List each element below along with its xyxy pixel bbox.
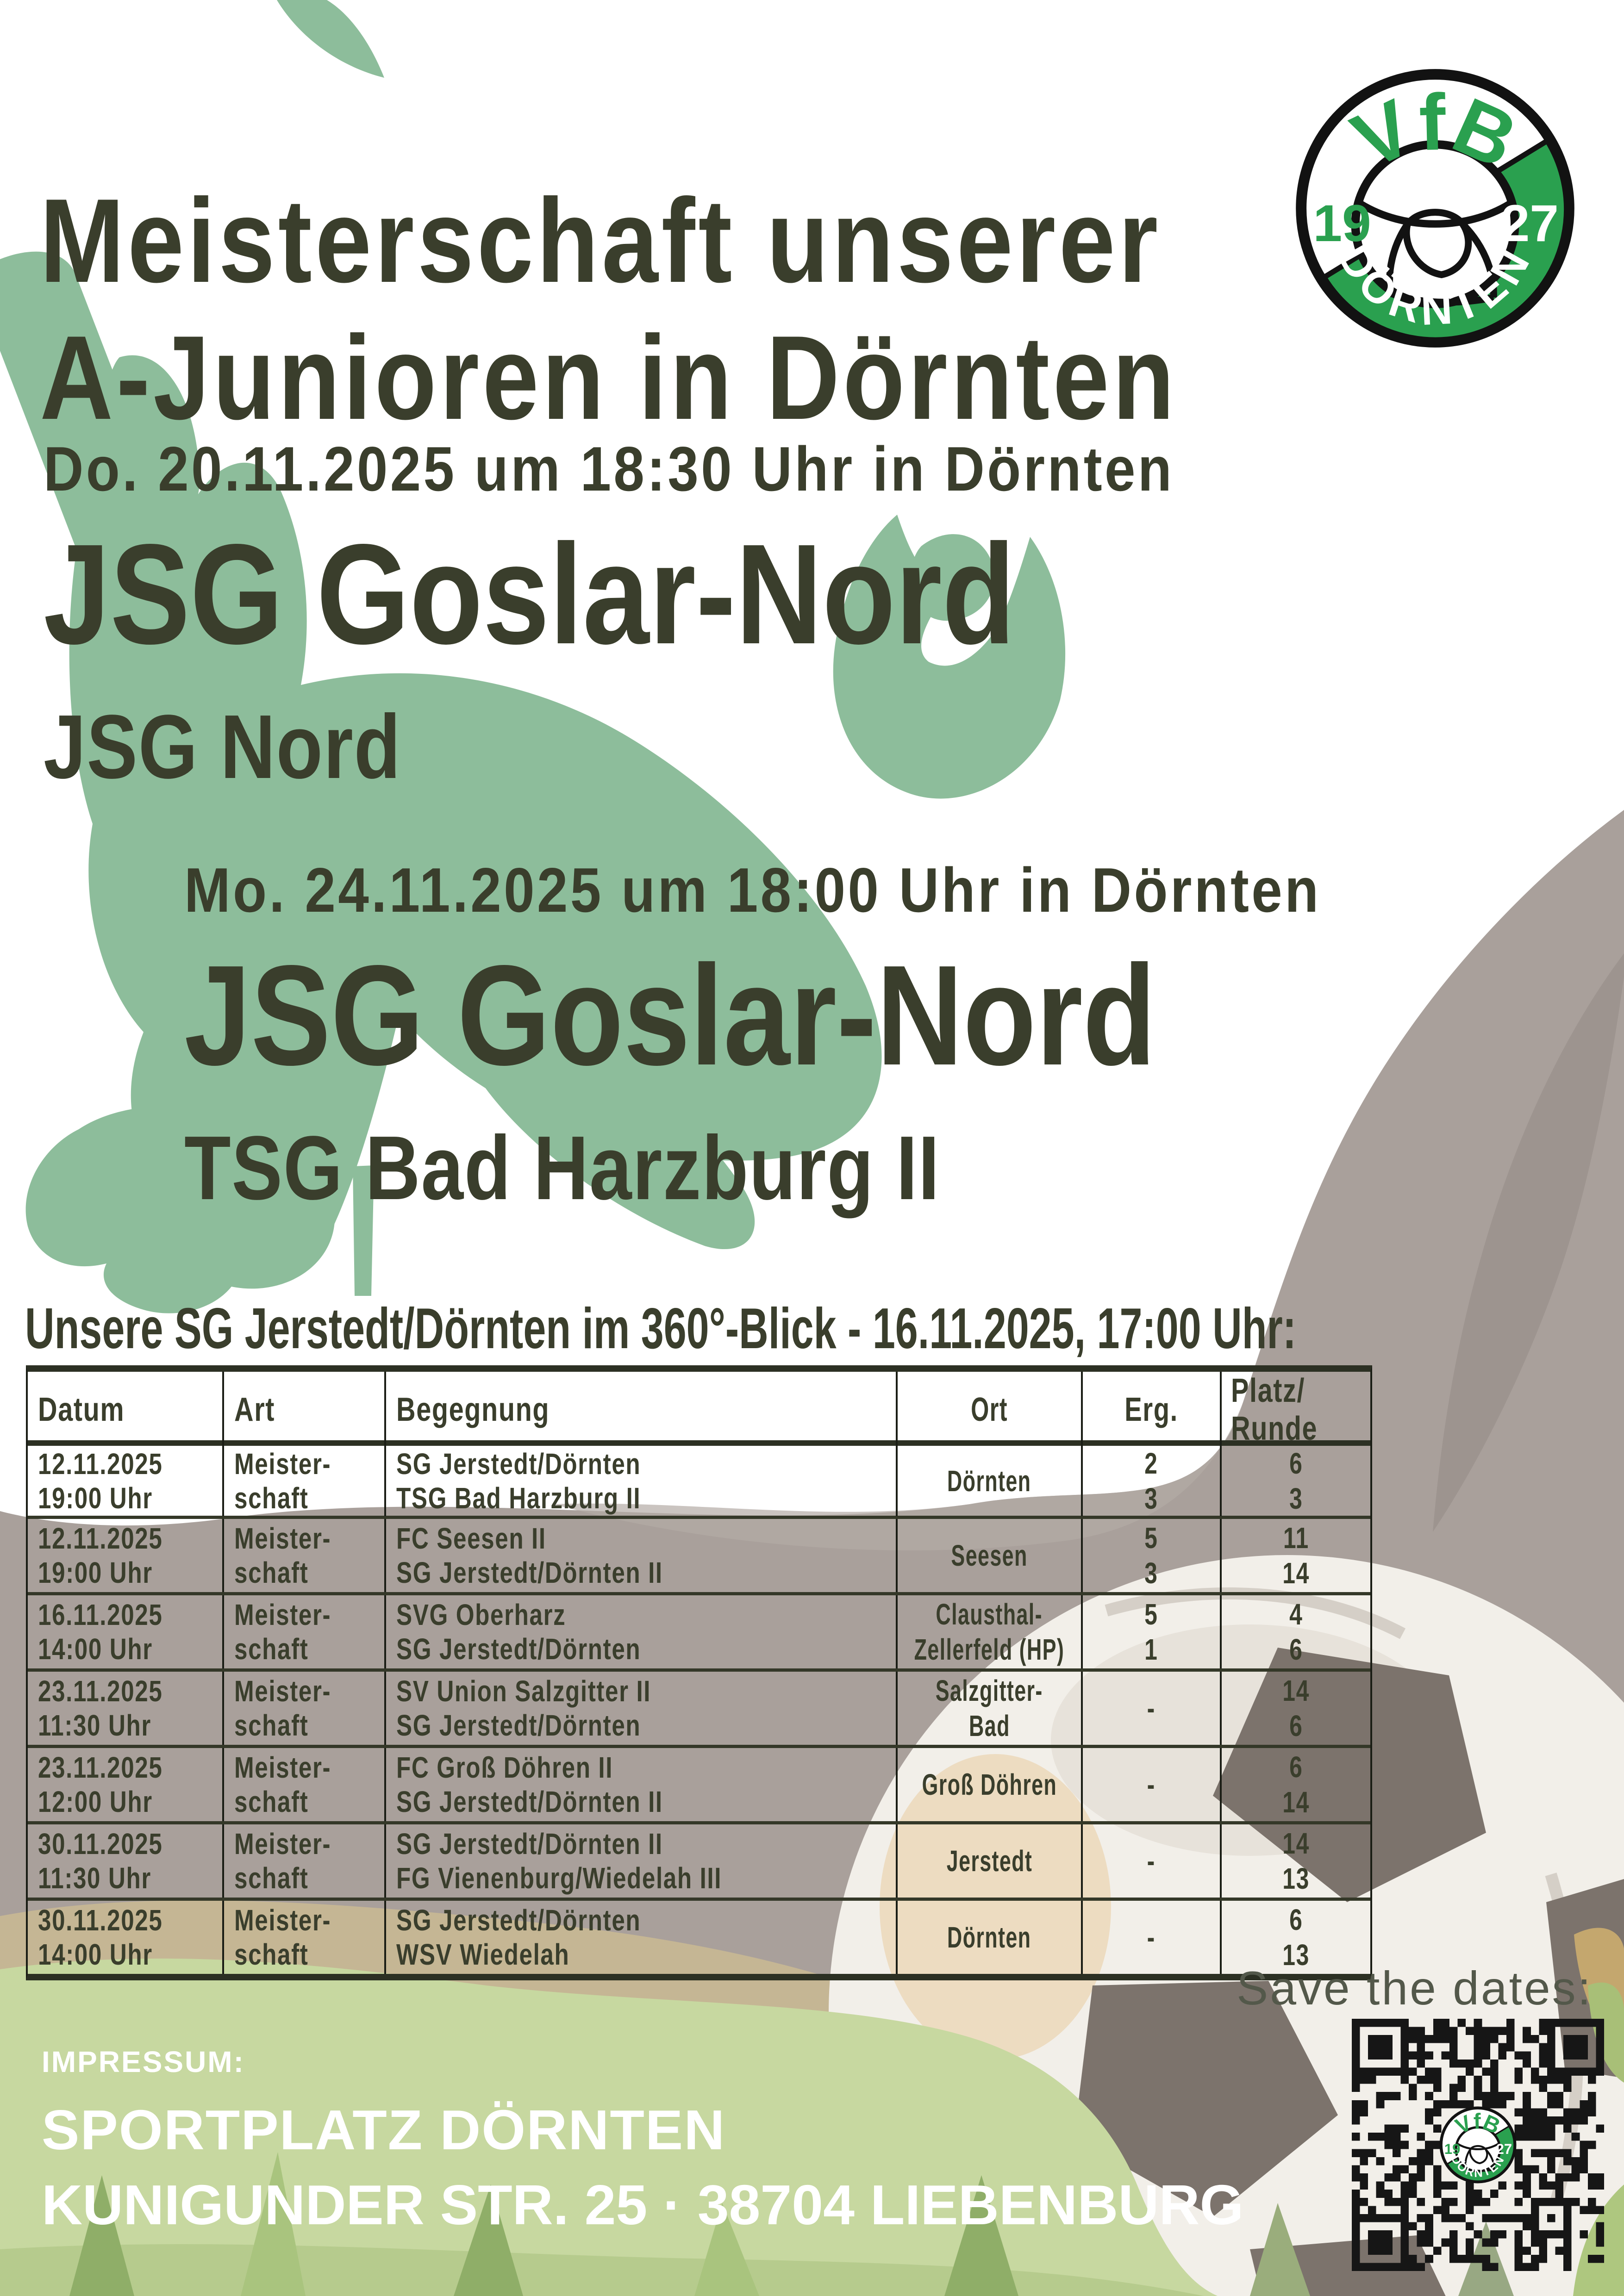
- match-announcement-1: Do. 20.11.2025 um 18:30 Uhr in Dörnten J…: [44, 433, 1328, 799]
- soccer-player-silhouette: [0, 0, 1066, 1313]
- cell-ergebnis: 2 3: [1081, 1446, 1220, 1516]
- table-row: 30.11.2025 11:30 Uhr Meister- schaft SG …: [28, 1821, 1370, 1898]
- cell-ergebnis: 5 1: [1081, 1595, 1220, 1668]
- cell-datum: 23.11.2025 12:00 Uhr: [38, 1751, 163, 1818]
- header-ort: Ort: [896, 1372, 1081, 1448]
- save-the-dates-label: Save the dates:: [1237, 1962, 1593, 2015]
- cell-ergebnis: -: [1081, 1901, 1220, 1974]
- impressum-venue: SPORTPLATZ DÖRNTEN: [42, 2098, 726, 2161]
- cell-datum: 30.11.2025 11:30 Uhr: [38, 1827, 163, 1895]
- cell-art: Meister- schaft: [222, 1748, 384, 1821]
- table-row: 30.11.2025 14:00 Uhr Meister- schaft SG …: [28, 1898, 1370, 1974]
- cell-platz-runde: 6 3: [1220, 1446, 1370, 1516]
- header-begegnung: Begegnung: [384, 1372, 896, 1448]
- cell-platz-runde: 14 13: [1220, 1824, 1370, 1898]
- cell-begegnung: FC Seesen II SG Jerstedt/Dörnten II: [384, 1519, 896, 1592]
- match-announcement-2: Mo. 24.11.2025 um 18:00 Uhr in Dörnten J…: [184, 854, 1476, 1220]
- cell-ort: Dörnten: [896, 1446, 1081, 1516]
- match-1-home-team: JSG Goslar-Nord: [44, 515, 1015, 674]
- cell-datum: 12.11.2025 19:00 Uhr: [38, 1447, 163, 1515]
- cell-datum: 23.11.2025 11:30 Uhr: [38, 1674, 163, 1742]
- match-2-home-team: JSG Goslar-Nord: [184, 936, 1156, 1095]
- cell-platz-runde: 14 6: [1220, 1672, 1370, 1745]
- cell-art: Meister- schaft: [222, 1901, 384, 1974]
- cell-ergebnis: -: [1081, 1672, 1220, 1745]
- cell-ergebnis: -: [1081, 1748, 1220, 1821]
- qr-center-club-badge: [1438, 2105, 1518, 2184]
- table-body: 12.11.2025 19:00 Uhr Meister- schaft SG …: [28, 1446, 1370, 1974]
- grass-foreground: [0, 1928, 1624, 2296]
- cell-ort: Groß Döhren: [896, 1748, 1081, 1821]
- cell-datum: 12.11.2025 19:00 Uhr: [38, 1522, 163, 1589]
- table-row: 16.11.2025 14:00 Uhr Meister- schaft SVG…: [28, 1592, 1370, 1668]
- cell-platz-runde: 6 14: [1220, 1748, 1370, 1821]
- table-row: 12.11.2025 19:00 Uhr Meister- schaft SG …: [28, 1446, 1370, 1516]
- cell-datum: 30.11.2025 14:00 Uhr: [38, 1904, 163, 1971]
- overview-section-title-text: Unsere SG Jerstedt/Dörnten im 360°-Blick…: [25, 1297, 1297, 1361]
- match-1-away-team: JSG Nord: [44, 696, 401, 797]
- page-title-line-1: Meisterschaft unserer: [40, 174, 1162, 307]
- match-2-datetime: Mo. 24.11.2025 um 18:00 Uhr in Dörnten: [184, 855, 1321, 925]
- cell-art: Meister- schaft: [222, 1672, 384, 1745]
- impressum-label: IMPRESSUM:: [42, 2045, 245, 2078]
- cell-platz-runde: 11 14: [1220, 1519, 1370, 1592]
- cell-begegnung: SG Jerstedt/Dörnten WSV Wiedelah: [384, 1901, 896, 1974]
- cell-ort: Clausthal- Zellerfeld (HP): [896, 1595, 1081, 1668]
- header-art: Art: [222, 1372, 384, 1448]
- impressum-address: KUNIGUNDER STR. 25 · 38704 LIEBENBURG: [42, 2173, 1244, 2236]
- cell-art: Meister- schaft: [222, 1595, 384, 1668]
- impressum: IMPRESSUM: SPORTPLATZ DÖRNTEN KUNIGUNDER…: [42, 2045, 1243, 2237]
- cell-ergebnis: -: [1081, 1824, 1220, 1898]
- cell-begegnung: SG Jerstedt/Dörnten TSG Bad Harzburg II: [384, 1446, 896, 1516]
- qr-code: [1352, 2019, 1604, 2271]
- cell-ort: Salzgitter- Bad: [896, 1672, 1081, 1745]
- match-2-away-team: TSG Bad Harzburg II: [184, 1117, 940, 1219]
- table-row: 23.11.2025 11:30 Uhr Meister- schaft SV …: [28, 1668, 1370, 1745]
- match-1-datetime: Do. 20.11.2025 um 18:30 Uhr in Dörnten: [44, 434, 1174, 504]
- cell-ergebnis: 5 3: [1081, 1519, 1220, 1592]
- cell-platz-runde: 4 6: [1220, 1595, 1370, 1668]
- cell-platz-runde: 6 13: [1220, 1901, 1370, 1974]
- cell-art: Meister- schaft: [222, 1519, 384, 1592]
- header-platz-runde: Platz/ Runde: [1220, 1372, 1370, 1448]
- cell-begegnung: SG Jerstedt/Dörnten II FG Vienenburg/Wie…: [384, 1824, 896, 1898]
- header-datum: Datum: [38, 1391, 125, 1428]
- page-title-line-2: A-Junioren in Dörnten: [40, 311, 1178, 444]
- cell-begegnung: SV Union Salzgitter II SG Jerstedt/Dörnt…: [384, 1672, 896, 1745]
- table-row: 23.11.2025 12:00 Uhr Meister- schaft FC …: [28, 1745, 1370, 1821]
- results-table: Datum Art Begegnung Ort Erg. Platz/ Rund…: [26, 1365, 1372, 1980]
- table-row: 12.11.2025 19:00 Uhr Meister- schaft FC …: [28, 1516, 1370, 1592]
- cell-begegnung: FC Groß Döhren II SG Jerstedt/Dörnten II: [384, 1748, 896, 1821]
- cell-datum: 16.11.2025 14:00 Uhr: [38, 1598, 163, 1666]
- header-erg: Erg.: [1081, 1372, 1220, 1448]
- overview-section-title: Unsere SG Jerstedt/Dörnten im 360°-Blick…: [25, 1296, 1624, 1362]
- cell-art: Meister- schaft: [222, 1824, 384, 1898]
- page-title: Meisterschaft unserer A-Junioren in Dörn…: [40, 172, 1378, 446]
- cell-begegnung: SVG Oberharz SG Jerstedt/Dörnten: [384, 1595, 896, 1668]
- cell-ort: Dörnten: [896, 1901, 1081, 1974]
- table-header-row: Datum Art Begegnung Ort Erg. Platz/ Rund…: [28, 1372, 1370, 1448]
- cell-ort: Jerstedt: [896, 1824, 1081, 1898]
- cell-ort: Seesen: [896, 1519, 1081, 1592]
- cell-art: Meister- schaft: [222, 1446, 384, 1516]
